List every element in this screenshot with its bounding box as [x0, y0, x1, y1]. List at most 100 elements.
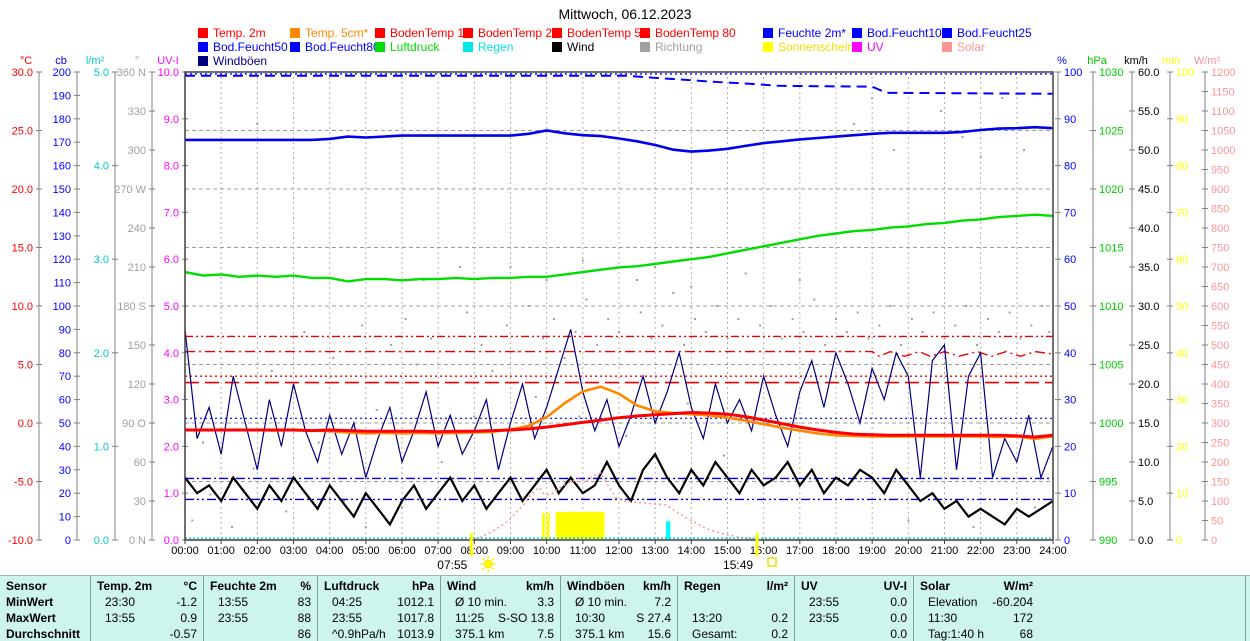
series-feuchte-2m — [185, 125, 1053, 153]
axis-tick-label: 1025 — [1099, 126, 1123, 138]
legend-swatch — [552, 42, 562, 52]
plot-border — [184, 71, 1054, 541]
axis-tick-label: 0 — [65, 535, 71, 547]
table-col-header: Temp. 2m — [97, 579, 153, 593]
table-cell-time: Tag:1:40 h — [928, 627, 985, 641]
axis-tick-label: 800 — [1211, 223, 1229, 235]
axis-tick-label: 40 — [1176, 348, 1188, 360]
table-col-header: Wind — [447, 579, 477, 593]
table-cell-time: Ø 10 min. — [455, 595, 508, 609]
table-cell-value: 7.2 — [654, 595, 671, 609]
table-row-label: MaxWert — [6, 611, 56, 625]
legend-label: Luftdruck — [390, 40, 440, 54]
axis-tick-label: 5.0 — [94, 67, 109, 79]
sun-annotations — [469, 533, 777, 572]
legend-item-windb-en: Windböen — [198, 54, 268, 68]
table-cell-time: ^0.9hPa/h — [332, 627, 386, 641]
x-axis-label: 01:00 — [207, 545, 235, 557]
axis-tick-label: 0 N — [129, 535, 146, 547]
axis-tick-label: 180 S — [117, 301, 146, 313]
legend-label: UV — [867, 40, 884, 54]
axis-tick-label: 180 — [53, 114, 71, 126]
x-axis-label: 19:00 — [858, 545, 886, 557]
legend-swatch — [852, 42, 862, 52]
legend-swatch — [290, 42, 300, 52]
series-temp-2m — [185, 410, 1053, 439]
table-cell-value: S 27.4 — [636, 611, 671, 625]
axis-tick-label: 50.0 — [1138, 145, 1159, 157]
axis-tick-label: 140 — [53, 207, 71, 219]
axis-tick-label: 100 — [53, 301, 71, 313]
summary-table: Sensor MinWert MaxWert Durchschnitt Temp. 2m… — [0, 575, 1250, 641]
legend-item-bodentemp-80: BodenTemp 80 — [640, 26, 736, 40]
legend-item-bod-feucht10: Bod.Feucht10 — [852, 26, 942, 40]
axis-unit-label: UV-I — [157, 55, 178, 67]
table-cell-time — [684, 594, 692, 610]
legend-item-bod-feucht25: Bod.Feucht25 — [942, 26, 1032, 40]
axis-tick-label: 500 — [1211, 340, 1229, 352]
axis-tick-label: 200 — [53, 67, 71, 79]
legend-swatch — [640, 28, 650, 38]
table-cell-value: 0.2 — [771, 611, 788, 625]
axis-tick-label: 15.0 — [1138, 418, 1159, 430]
axis-tick-label: 3.0 — [94, 254, 109, 266]
axis-unit-label: hPa — [1087, 55, 1107, 67]
legend-label: Solar — [957, 40, 986, 54]
axis-tick-label: 90 O — [122, 418, 146, 430]
x-axis-label: 03:00 — [280, 545, 308, 557]
x-axis-label: 23:00 — [1003, 545, 1031, 557]
table-col-unit: °C — [183, 579, 197, 593]
legend-swatch — [198, 28, 208, 38]
legend-swatch — [198, 42, 208, 52]
table-cell-time: 23:55 — [809, 611, 840, 625]
table-cell-value: 83 — [297, 595, 311, 609]
axis-tick-label: 900 — [1211, 184, 1229, 196]
axis-tick-label: 25.0 — [1138, 340, 1159, 352]
legend-item-temp-5cm-: Temp. 5cm* — [290, 26, 368, 40]
table-col-unit: W/m² — [1003, 579, 1033, 593]
grid — [185, 72, 1053, 540]
table-cell-value: 7.5 — [537, 627, 554, 641]
legend-label: Windböen — [213, 54, 268, 68]
x-axis-label: 15:00 — [714, 545, 742, 557]
legend-item-bodentemp-10: BodenTemp 10 — [375, 26, 471, 40]
axis-unit-label: cb — [55, 55, 67, 67]
axis-tick-label: 20 — [59, 488, 71, 500]
table-row-label: MinWert — [6, 595, 54, 609]
legend-item-luftdruck: Luftdruck — [375, 40, 440, 54]
table-col-header: Solar — [920, 579, 951, 593]
axis-tick-label: 90 — [1064, 114, 1076, 126]
table-col-unit: l/m² — [766, 579, 788, 593]
page-title: Mittwoch, 06.12.2023 — [558, 6, 692, 22]
axis-tick-label: 30 — [1064, 395, 1076, 407]
axis-tick-label: 15.0 — [12, 243, 33, 255]
table-cell-time: 23:55 — [218, 611, 249, 625]
axis-tick-label: 0.0 — [94, 535, 109, 547]
table-col-header: Windböen — [567, 579, 625, 593]
axis-tick-label: 200 — [1211, 457, 1229, 469]
x-axis-label: 14:00 — [678, 545, 706, 557]
sunrise-time-label: 07:55 — [437, 558, 467, 572]
axis-tick-label: 1100 — [1211, 106, 1235, 118]
axis-tick-label: 850 — [1211, 204, 1229, 216]
legend-label: Temp. 2m — [213, 26, 266, 40]
legend-label: Regen — [478, 40, 514, 54]
table-cell-value: -1.2 — [176, 595, 197, 609]
axis-tick-label: 90 — [59, 324, 71, 336]
axis-hPa — [1090, 71, 1096, 541]
series-solar — [185, 471, 1053, 541]
legend-swatch — [763, 42, 773, 52]
axis-tick-label: 10 — [1064, 488, 1076, 500]
axis-tick-label: 210 — [128, 262, 146, 274]
legend-item-bodentemp-25: BodenTemp 25 — [463, 26, 559, 40]
axis-tick-label: 950 — [1211, 165, 1229, 177]
axis-unit-label: W/m² — [1194, 55, 1221, 67]
x-axis-label: 24:00 — [1039, 545, 1067, 557]
table-cell-time: 11:25 — [455, 611, 485, 625]
legend-label: Bod.Feucht80 — [305, 40, 380, 54]
table-cell-value: -0.57 — [169, 627, 197, 641]
axis-tick-label: 30 — [1176, 395, 1188, 407]
axis-unit-label: % — [1057, 55, 1067, 67]
x-axis-label: 09:00 — [497, 545, 525, 557]
axis-cb — [74, 71, 80, 541]
